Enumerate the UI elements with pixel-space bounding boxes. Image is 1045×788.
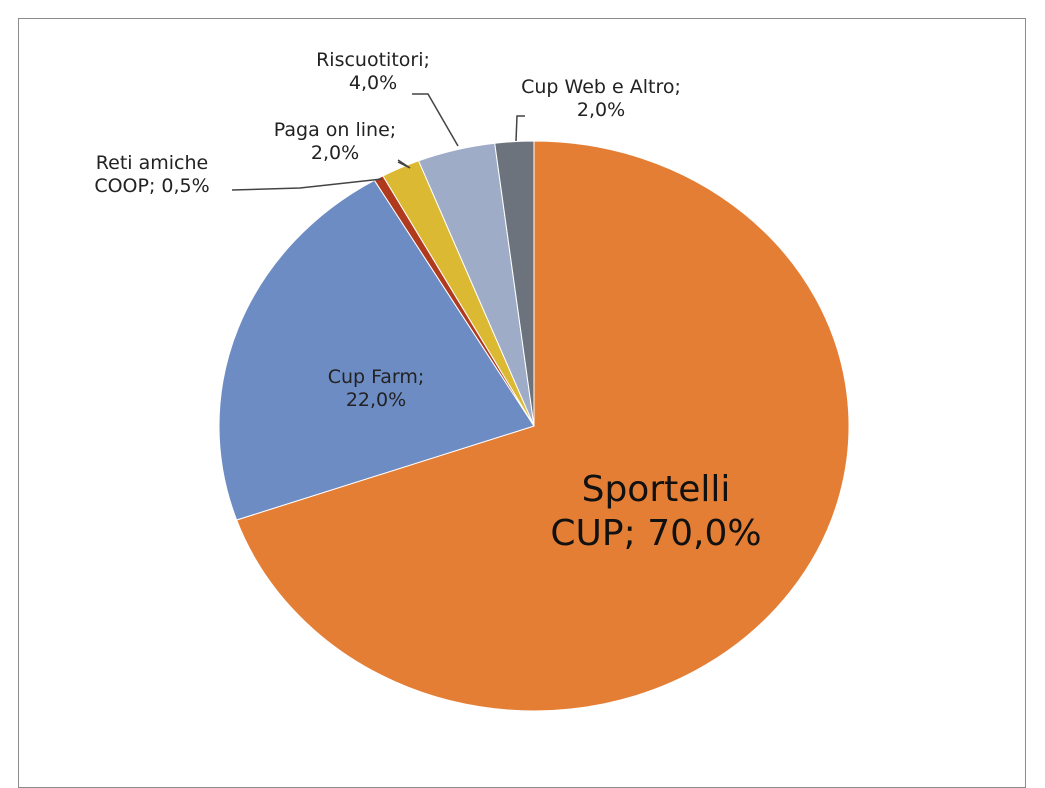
label-value: 2,0% (576, 99, 626, 121)
pie-slice (235, 140, 850, 712)
label-value: 0,5% (161, 175, 210, 197)
leader-lines (231, 93, 525, 191)
data-label: Cup Farm; 22,0% (296, 366, 456, 412)
label-category: Paga on line; (273, 119, 397, 141)
pie-slice (494, 140, 535, 427)
leader-line (231, 178, 383, 191)
leader-line (397, 159, 411, 169)
label-category: Cup Web e Altro; (521, 76, 681, 98)
data-label: Paga on line; 2,0% (270, 119, 400, 165)
label-category: Riscuotitori; (316, 49, 430, 71)
data-label: Cup Web e Altro; 2,0% (516, 76, 686, 122)
label-category: Reti amiche COOP; (94, 152, 209, 197)
data-label: Sportelli CUP; 70,0% (546, 468, 766, 556)
data-label: Riscuotitori; 4,0% (298, 49, 448, 95)
leader-line (515, 115, 525, 142)
data-label: Reti amiche COOP; 0,5% (67, 152, 237, 198)
label-category: Cup Farm; (327, 366, 425, 388)
label-value: 22,0% (345, 389, 407, 411)
label-value: 4,0% (348, 72, 398, 94)
pie-slice (218, 179, 535, 521)
label-value: 2,0% (310, 142, 360, 164)
label-value: 70,0% (647, 513, 762, 554)
leader-line (412, 93, 459, 147)
label-category: Sportelli CUP; (550, 469, 731, 554)
